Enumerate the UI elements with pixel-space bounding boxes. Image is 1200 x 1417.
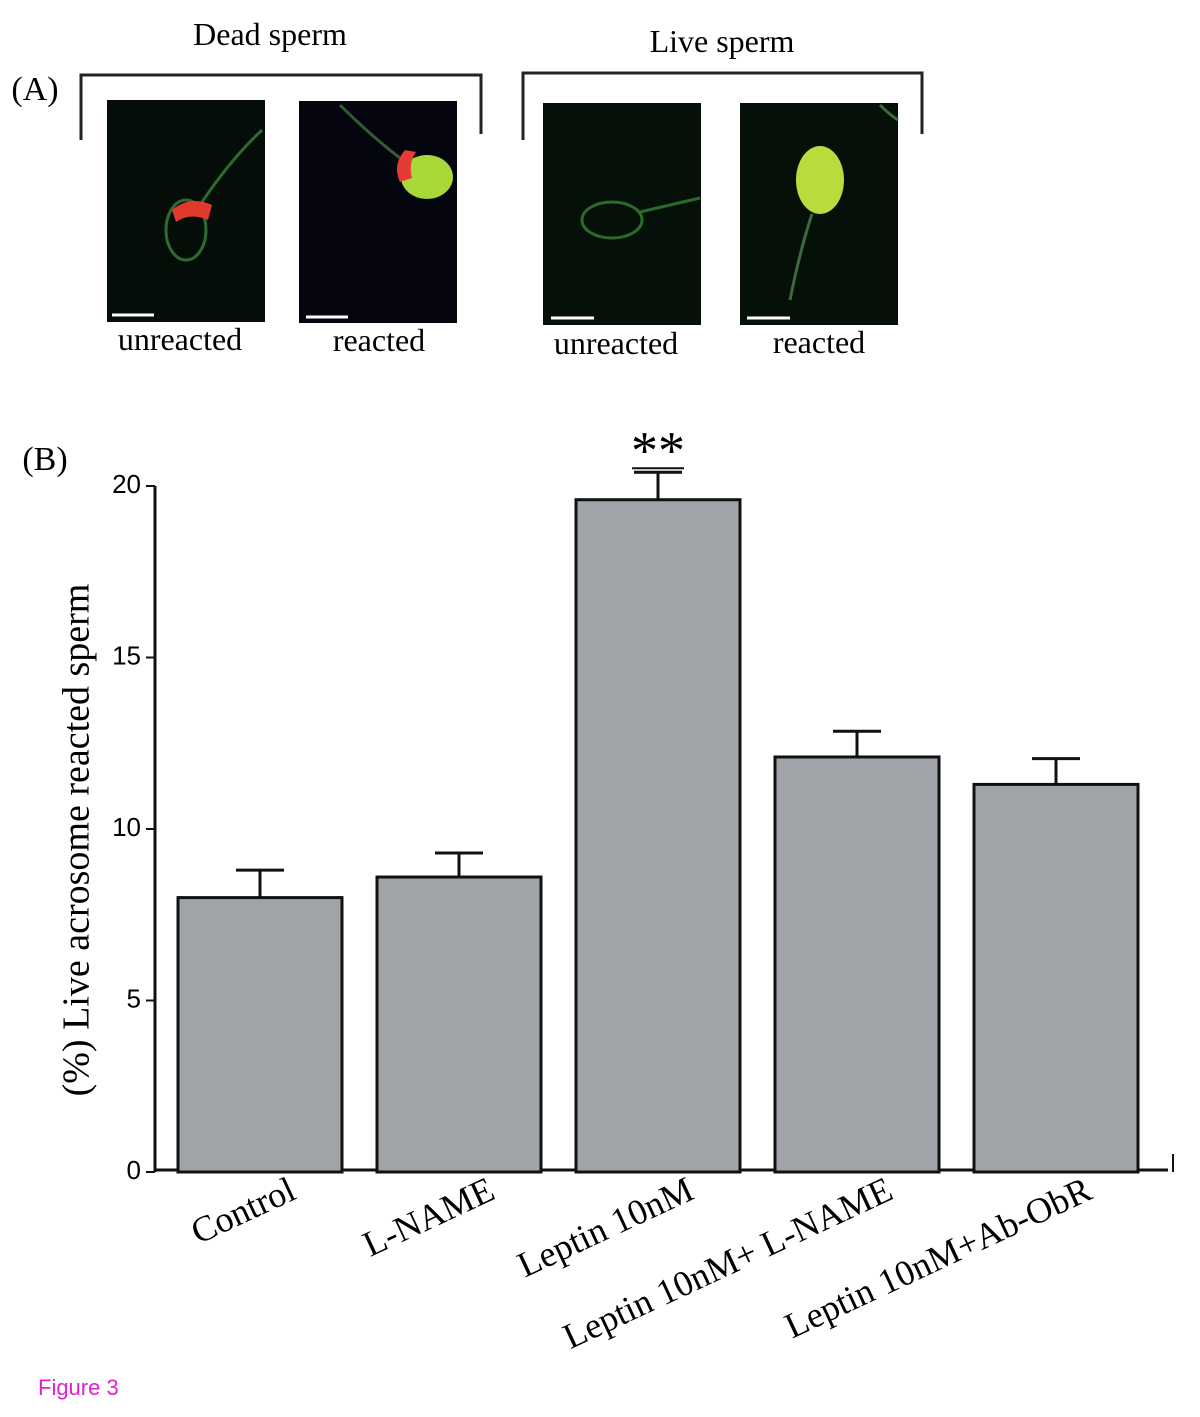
y-tick-label: 10 [112, 812, 141, 842]
micrograph [107, 100, 265, 322]
x-tick-label: Control [185, 1169, 302, 1252]
bar [972, 782, 1140, 1174]
significance-marker: ** [631, 420, 685, 480]
image-label: reacted [333, 322, 425, 358]
y-tick-label: 0 [127, 1155, 141, 1185]
group-title: Live sperm [650, 23, 795, 59]
y-tick-label: 15 [112, 640, 141, 670]
panel-label: (B) [22, 441, 67, 478]
x-tick-label: L-NAME [357, 1169, 501, 1264]
figure-label: Figure 3 [38, 1375, 119, 1400]
micrograph [543, 103, 701, 325]
micrograph [299, 101, 457, 323]
image-label: unreacted [118, 321, 242, 357]
bracket [521, 71, 924, 140]
y-tick-label: 5 [127, 983, 141, 1013]
bracket [79, 73, 483, 140]
x-tick-label: Leptin 10nM+ L-NAME [557, 1169, 899, 1357]
image-label: reacted [773, 324, 865, 360]
bar [574, 498, 742, 1174]
group-title: Dead sperm [193, 16, 347, 52]
micrograph [740, 103, 899, 325]
bar [773, 755, 941, 1174]
image-label: unreacted [554, 325, 678, 361]
y-axis-title: (%) Live acrosome reacted sperm [56, 584, 98, 1097]
panel-label: (A) [11, 71, 58, 108]
bar [176, 896, 344, 1174]
bar [375, 875, 543, 1174]
y-tick-label: 20 [112, 469, 141, 499]
